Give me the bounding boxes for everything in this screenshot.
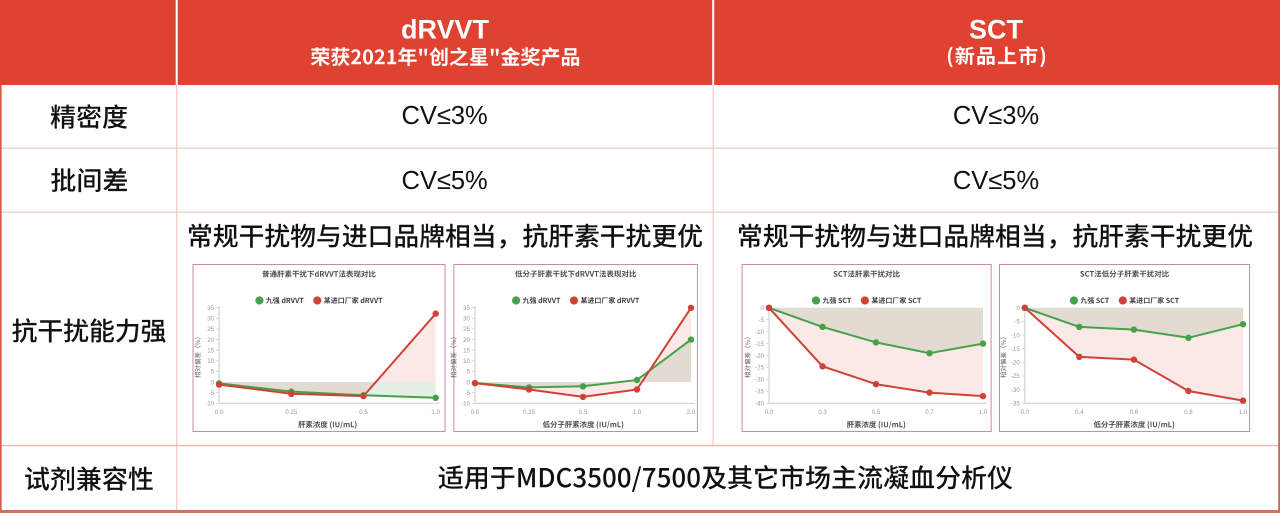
svg-text:20: 20 bbox=[463, 337, 470, 344]
svg-text:0.5: 0.5 bbox=[359, 409, 368, 416]
svg-text:1.0: 1.0 bbox=[979, 409, 988, 416]
svg-text:1.0: 1.0 bbox=[431, 409, 440, 416]
svg-text:10: 10 bbox=[463, 358, 470, 365]
svg-text:25: 25 bbox=[207, 326, 214, 333]
svg-text:35: 35 bbox=[207, 305, 214, 312]
svg-text:dRVVT: dRVVT bbox=[401, 14, 490, 44]
svg-text:0.4: 0.4 bbox=[1075, 409, 1084, 416]
svg-text:CV≤5%: CV≤5% bbox=[401, 167, 487, 195]
svg-text:0: 0 bbox=[467, 379, 471, 386]
svg-text:-35: -35 bbox=[1011, 401, 1021, 408]
svg-text:CV≤3%: CV≤3% bbox=[401, 102, 487, 130]
svg-text:-40: -40 bbox=[755, 401, 765, 408]
svg-text:5: 5 bbox=[211, 369, 215, 376]
svg-text:0.0: 0.0 bbox=[215, 409, 224, 416]
svg-text:0.3: 0.3 bbox=[818, 409, 827, 416]
svg-text:-25: -25 bbox=[755, 365, 765, 372]
svg-text:-5: -5 bbox=[464, 390, 470, 397]
svg-text:0.0: 0.0 bbox=[471, 409, 480, 416]
svg-text:0: 0 bbox=[1016, 305, 1020, 312]
svg-text:2.0: 2.0 bbox=[687, 409, 696, 416]
svg-text:30: 30 bbox=[463, 316, 470, 323]
svg-text:-25: -25 bbox=[1011, 373, 1021, 380]
svg-text:35: 35 bbox=[463, 305, 470, 312]
svg-text:-10: -10 bbox=[1011, 332, 1021, 339]
svg-text:0.7: 0.7 bbox=[925, 409, 934, 416]
svg-text:-30: -30 bbox=[755, 377, 765, 384]
svg-text:10: 10 bbox=[207, 358, 214, 365]
svg-text:0.25: 0.25 bbox=[523, 409, 536, 416]
svg-text:-35: -35 bbox=[755, 389, 765, 396]
svg-text:0.0: 0.0 bbox=[765, 409, 774, 416]
svg-text:15: 15 bbox=[207, 347, 214, 354]
svg-text:CV≤5%: CV≤5% bbox=[953, 167, 1039, 195]
svg-text:-20: -20 bbox=[755, 353, 765, 360]
svg-text:0: 0 bbox=[761, 305, 765, 312]
svg-text:-5: -5 bbox=[758, 317, 764, 324]
svg-text:20: 20 bbox=[207, 337, 214, 344]
svg-text:-30: -30 bbox=[1011, 387, 1021, 394]
svg-text:SCT: SCT bbox=[969, 14, 1024, 44]
svg-text:25: 25 bbox=[463, 326, 470, 333]
svg-text:CV≤3%: CV≤3% bbox=[953, 102, 1039, 130]
svg-text:15: 15 bbox=[463, 347, 470, 354]
svg-text:0.8: 0.8 bbox=[1184, 409, 1193, 416]
svg-text:0.25: 0.25 bbox=[285, 409, 298, 416]
svg-text:-15: -15 bbox=[755, 341, 765, 348]
svg-text:-10: -10 bbox=[755, 329, 765, 336]
svg-text:-5: -5 bbox=[209, 390, 215, 397]
svg-text:0.6: 0.6 bbox=[1130, 409, 1139, 416]
svg-text:1.0: 1.0 bbox=[1239, 409, 1248, 416]
svg-text:-20: -20 bbox=[1011, 360, 1021, 367]
svg-text:-10: -10 bbox=[461, 401, 471, 408]
svg-text:30: 30 bbox=[207, 316, 214, 323]
svg-text:0: 0 bbox=[211, 379, 215, 386]
svg-text:5: 5 bbox=[467, 369, 471, 376]
svg-text:0.0: 0.0 bbox=[1020, 409, 1029, 416]
svg-text:1.0: 1.0 bbox=[633, 409, 642, 416]
svg-text:0.5: 0.5 bbox=[579, 409, 588, 416]
svg-text:-5: -5 bbox=[1014, 319, 1020, 326]
svg-text:0.5: 0.5 bbox=[872, 409, 881, 416]
svg-text:-10: -10 bbox=[205, 401, 215, 408]
svg-text:-15: -15 bbox=[1011, 346, 1021, 353]
